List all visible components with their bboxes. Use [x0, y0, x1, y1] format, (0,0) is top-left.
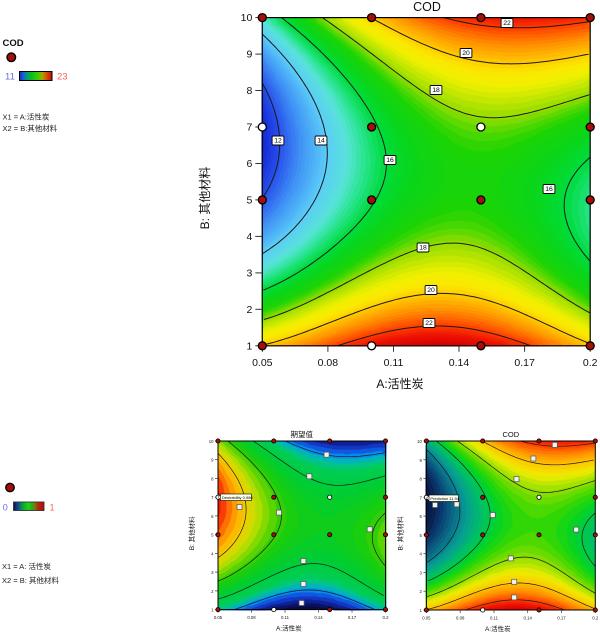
svg-text:7: 7	[246, 122, 252, 134]
svg-text:22: 22	[503, 20, 511, 27]
svg-text:0.05: 0.05	[214, 615, 223, 620]
svg-text:18: 18	[432, 87, 440, 94]
svg-text:8: 8	[211, 477, 214, 482]
svg-text:3: 3	[246, 267, 252, 279]
svg-text:期望值: 期望值	[291, 429, 314, 439]
svg-text:COD: COD	[3, 38, 24, 49]
svg-text:X1 = A: 活性炭: X1 = A: 活性炭	[2, 561, 51, 571]
svg-text:9: 9	[420, 458, 423, 463]
svg-text:0: 0	[3, 503, 8, 513]
svg-text:0.17: 0.17	[348, 615, 357, 620]
svg-text:5: 5	[246, 194, 252, 206]
svg-text:9: 9	[246, 49, 252, 61]
svg-text:5: 5	[211, 533, 214, 538]
svg-text:0.05: 0.05	[252, 357, 273, 369]
svg-text:4: 4	[420, 552, 423, 557]
svg-text:7: 7	[211, 495, 214, 500]
svg-text:14: 14	[317, 138, 325, 145]
svg-text:0.08: 0.08	[456, 616, 465, 621]
svg-text:0.14: 0.14	[449, 357, 470, 369]
svg-text:0.17: 0.17	[514, 357, 535, 369]
svg-text:6: 6	[211, 514, 214, 519]
svg-text:0.2: 0.2	[383, 615, 390, 620]
svg-text:3: 3	[211, 570, 214, 575]
svg-text:X1 = A:活性炭: X1 = A:活性炭	[3, 112, 50, 122]
svg-text:Prediction 11.94: Prediction 11.94	[430, 496, 459, 501]
svg-text:8: 8	[420, 477, 423, 482]
svg-text:20: 20	[427, 287, 435, 294]
svg-text:0.11: 0.11	[384, 357, 404, 369]
svg-text:X2 = B:其他材料: X2 = B:其他材料	[3, 123, 58, 133]
svg-text:23: 23	[57, 72, 68, 83]
svg-text:0.11: 0.11	[281, 615, 290, 620]
svg-text:0.17: 0.17	[557, 616, 566, 621]
svg-text:9: 9	[211, 458, 214, 463]
svg-text:COD: COD	[502, 430, 519, 439]
svg-text:X2 = B: 其他材料: X2 = B: 其他材料	[2, 575, 59, 585]
svg-text:1: 1	[50, 503, 55, 513]
svg-text:10: 10	[209, 439, 214, 444]
svg-text:5: 5	[420, 533, 423, 538]
svg-text:0.14: 0.14	[524, 616, 533, 621]
svg-text:7: 7	[420, 495, 423, 500]
svg-text:B: 其他材料: B: 其他材料	[198, 167, 212, 230]
svg-text:0.2: 0.2	[583, 357, 598, 369]
svg-text:12: 12	[274, 138, 282, 145]
svg-text:6: 6	[420, 514, 423, 519]
svg-text:1: 1	[246, 340, 252, 352]
svg-text:22: 22	[425, 320, 433, 327]
svg-text:10: 10	[417, 439, 422, 444]
svg-text:B: 其他材料: B: 其他材料	[395, 516, 404, 550]
svg-text:2: 2	[420, 589, 423, 594]
svg-text:3: 3	[420, 570, 423, 575]
svg-text:16: 16	[545, 186, 553, 193]
svg-text:18: 18	[419, 245, 427, 252]
svg-text:2: 2	[246, 304, 252, 316]
svg-text:0.08: 0.08	[318, 357, 339, 369]
svg-text:0.11: 0.11	[490, 616, 499, 621]
svg-text:4: 4	[246, 231, 252, 243]
svg-text:COD: COD	[413, 0, 441, 14]
svg-text:20: 20	[462, 50, 470, 57]
svg-text:16: 16	[386, 157, 394, 164]
svg-text:10: 10	[241, 12, 253, 24]
svg-text:2: 2	[211, 589, 214, 594]
svg-text:A:活性炭: A:活性炭	[485, 624, 511, 633]
svg-text:4: 4	[211, 551, 214, 556]
svg-text:6: 6	[246, 158, 252, 170]
svg-text:0.14: 0.14	[314, 615, 323, 620]
svg-text:B: 其他材料: B: 其他材料	[187, 516, 196, 550]
svg-text:0.08: 0.08	[247, 615, 256, 620]
svg-text:0.05: 0.05	[422, 616, 431, 621]
svg-text:8: 8	[246, 85, 252, 97]
svg-text:A:活性炭: A:活性炭	[276, 624, 302, 633]
svg-text:1: 1	[420, 608, 423, 613]
svg-text:1: 1	[211, 608, 214, 613]
svg-text:Desirability 0.980: Desirability 0.980	[222, 495, 253, 500]
svg-text:0.2: 0.2	[592, 616, 599, 621]
svg-text:A:活性炭: A:活性炭	[376, 377, 423, 391]
svg-text:11: 11	[5, 72, 15, 83]
